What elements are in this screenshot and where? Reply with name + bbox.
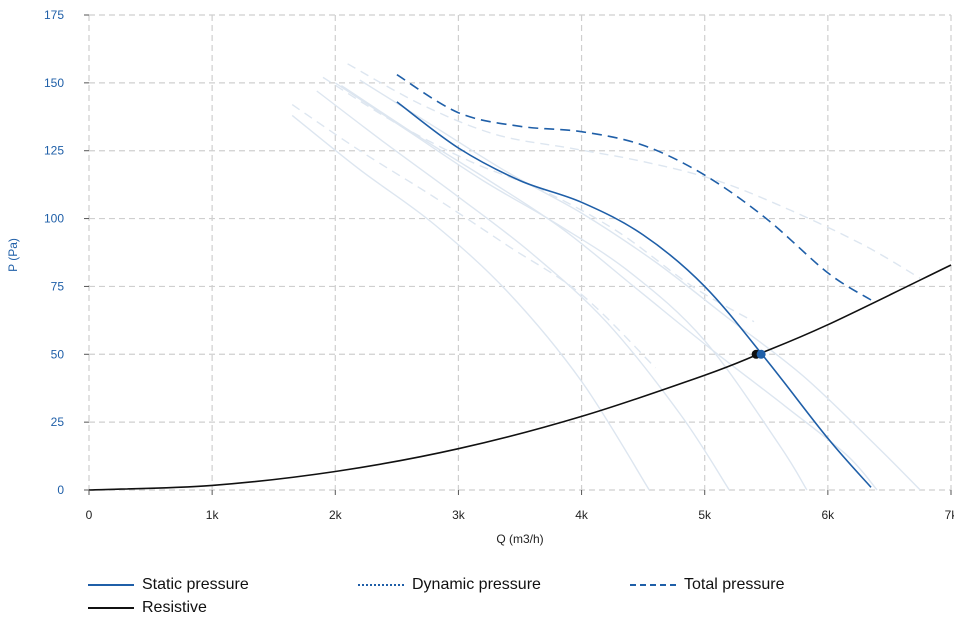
- legend-swatch-total: [630, 584, 676, 586]
- y-tick-label-0: 0: [57, 483, 64, 497]
- x-tick-label-6: 6k: [822, 508, 836, 522]
- legend-label-static: Static pressure: [142, 576, 249, 593]
- y-tick-label-7: 175: [44, 8, 64, 22]
- legend-label-resistive: Resistive: [142, 599, 207, 616]
- operating-point-static: [756, 349, 766, 359]
- legend-item-total[interactable]: Total pressure: [630, 574, 785, 596]
- legend-swatch-resistive: [88, 607, 134, 609]
- series-line-static-pressure: [396, 101, 872, 488]
- background-curve-4: [322, 76, 755, 323]
- background-curve-3: [291, 104, 656, 369]
- x-tick-label-1: 1k: [206, 508, 220, 522]
- background-curve-6: [359, 79, 921, 491]
- series-line-resistive: [88, 264, 952, 491]
- background-curve-5: [347, 63, 921, 279]
- y-tick-label-6: 150: [44, 76, 64, 90]
- x-axis-ticks: 0 1k 2k 3k 4k 5k 6k 7k: [86, 490, 954, 522]
- y-tick-label-2: 50: [51, 347, 65, 361]
- x-axis-title: Q (m3/h): [496, 532, 543, 546]
- grid: [88, 14, 952, 491]
- legend-item-static[interactable]: Static pressure: [88, 574, 249, 596]
- background-curve-7: [341, 85, 878, 491]
- x-tick-label-2: 2k: [329, 508, 343, 522]
- background-curve-1: [316, 90, 730, 491]
- background-curves: [291, 63, 921, 491]
- y-tick-label-1: 25: [51, 415, 65, 429]
- series-lines: [88, 74, 952, 491]
- legend-label-total: Total pressure: [684, 576, 785, 593]
- x-tick-label-4: 4k: [575, 508, 589, 522]
- y-axis-title: P (Pa): [6, 238, 20, 272]
- y-tick-label-5: 125: [44, 144, 64, 158]
- x-tick-label-5: 5k: [698, 508, 712, 522]
- legend: Static pressure Dynamic pressure Total p…: [88, 574, 888, 620]
- legend-item-resistive[interactable]: Resistive: [88, 597, 207, 619]
- background-curve-2: [334, 82, 808, 491]
- legend-swatch-static: [88, 584, 134, 586]
- y-axis-ticks: 0 25 50 75 100 125 150 175: [44, 8, 89, 497]
- y-tick-label-4: 100: [44, 212, 64, 226]
- legend-swatch-dynamic: [358, 584, 404, 586]
- background-curve-0: [291, 114, 650, 491]
- x-tick-label-0: 0: [86, 508, 93, 522]
- x-tick-label-7: 7k: [945, 508, 954, 522]
- series-line-total-pressure: [396, 74, 872, 301]
- legend-label-dynamic: Dynamic pressure: [412, 576, 541, 593]
- x-tick-label-3: 3k: [452, 508, 466, 522]
- y-tick-label-3: 75: [51, 279, 65, 293]
- legend-item-dynamic[interactable]: Dynamic pressure: [358, 574, 541, 596]
